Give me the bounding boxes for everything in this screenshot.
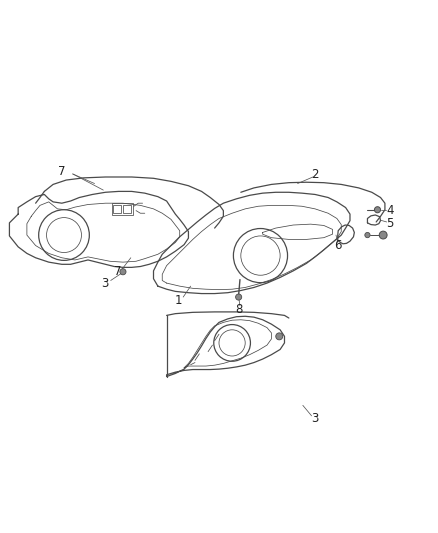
Text: 8: 8 xyxy=(235,303,242,316)
Circle shape xyxy=(236,294,242,300)
Bar xyxy=(123,205,131,213)
Circle shape xyxy=(365,232,370,238)
Text: 1: 1 xyxy=(175,294,183,307)
Bar xyxy=(113,205,121,213)
Circle shape xyxy=(374,207,381,213)
Text: 4: 4 xyxy=(386,204,394,217)
Bar xyxy=(112,203,133,215)
Text: 7: 7 xyxy=(114,265,121,278)
Circle shape xyxy=(120,269,126,275)
Text: 3: 3 xyxy=(101,277,108,289)
Text: 3: 3 xyxy=(311,412,319,425)
Circle shape xyxy=(276,333,283,340)
Text: 5: 5 xyxy=(386,217,394,230)
Text: 2: 2 xyxy=(311,168,319,181)
Text: 6: 6 xyxy=(334,239,342,252)
Text: 7: 7 xyxy=(58,165,66,178)
Circle shape xyxy=(379,231,387,239)
